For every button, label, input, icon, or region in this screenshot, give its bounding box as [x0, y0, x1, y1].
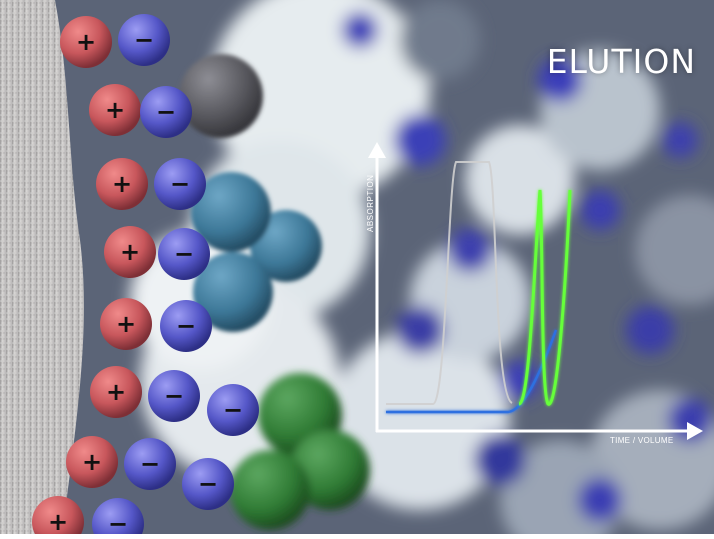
resin-bead-surface: [0, 0, 84, 534]
ion-pair: + −: [89, 84, 192, 138]
green-protein: [230, 373, 370, 530]
minus-icon: −: [223, 396, 243, 424]
chart-axes: [375, 154, 690, 433]
ion-single: −: [182, 458, 234, 510]
minus-icon: −: [140, 450, 160, 478]
plus-icon: +: [76, 28, 96, 56]
gray-protein: [179, 54, 263, 138]
y-axis-arrow: [368, 142, 386, 158]
y-axis-label: ABSORPTION: [366, 174, 375, 232]
title: ELUTION: [546, 42, 696, 81]
teal-protein: [191, 172, 322, 332]
blue-conductivity-trace: [386, 329, 558, 414]
minus-icon: −: [164, 382, 184, 410]
minus-icon: −: [108, 510, 128, 534]
x-axis-label: TIME / VOLUME: [610, 436, 674, 445]
minus-icon: −: [156, 98, 176, 126]
plus-icon: +: [106, 378, 126, 406]
plus-icon: +: [120, 238, 140, 266]
plus-icon: +: [105, 96, 125, 124]
ion-pair: + −: [96, 158, 206, 210]
minus-icon: −: [170, 170, 190, 198]
minus-icon: −: [198, 470, 218, 498]
ion-pair: + −: [100, 298, 212, 352]
plus-icon: +: [112, 170, 132, 198]
plus-icon: +: [116, 310, 136, 338]
plus-icon: +: [82, 448, 102, 476]
minus-icon: −: [176, 312, 196, 340]
ion-single: −: [207, 384, 259, 436]
x-axis-arrow: [687, 422, 703, 440]
ion-pair: + −: [104, 226, 210, 280]
ion-beads: + − + − + − + − + − + −: [32, 14, 259, 539]
gray-elution-trace: [386, 161, 513, 405]
chromatogram: [368, 142, 703, 440]
ion-pair: + −: [90, 366, 200, 422]
ion-pair: + −: [32, 496, 144, 539]
ion-pair: + −: [66, 436, 176, 490]
minus-icon: −: [174, 240, 194, 268]
ion-pair: + −: [60, 14, 170, 68]
plus-icon: +: [48, 508, 68, 534]
green-elution-trace: [517, 189, 572, 406]
minus-icon: −: [134, 26, 154, 54]
